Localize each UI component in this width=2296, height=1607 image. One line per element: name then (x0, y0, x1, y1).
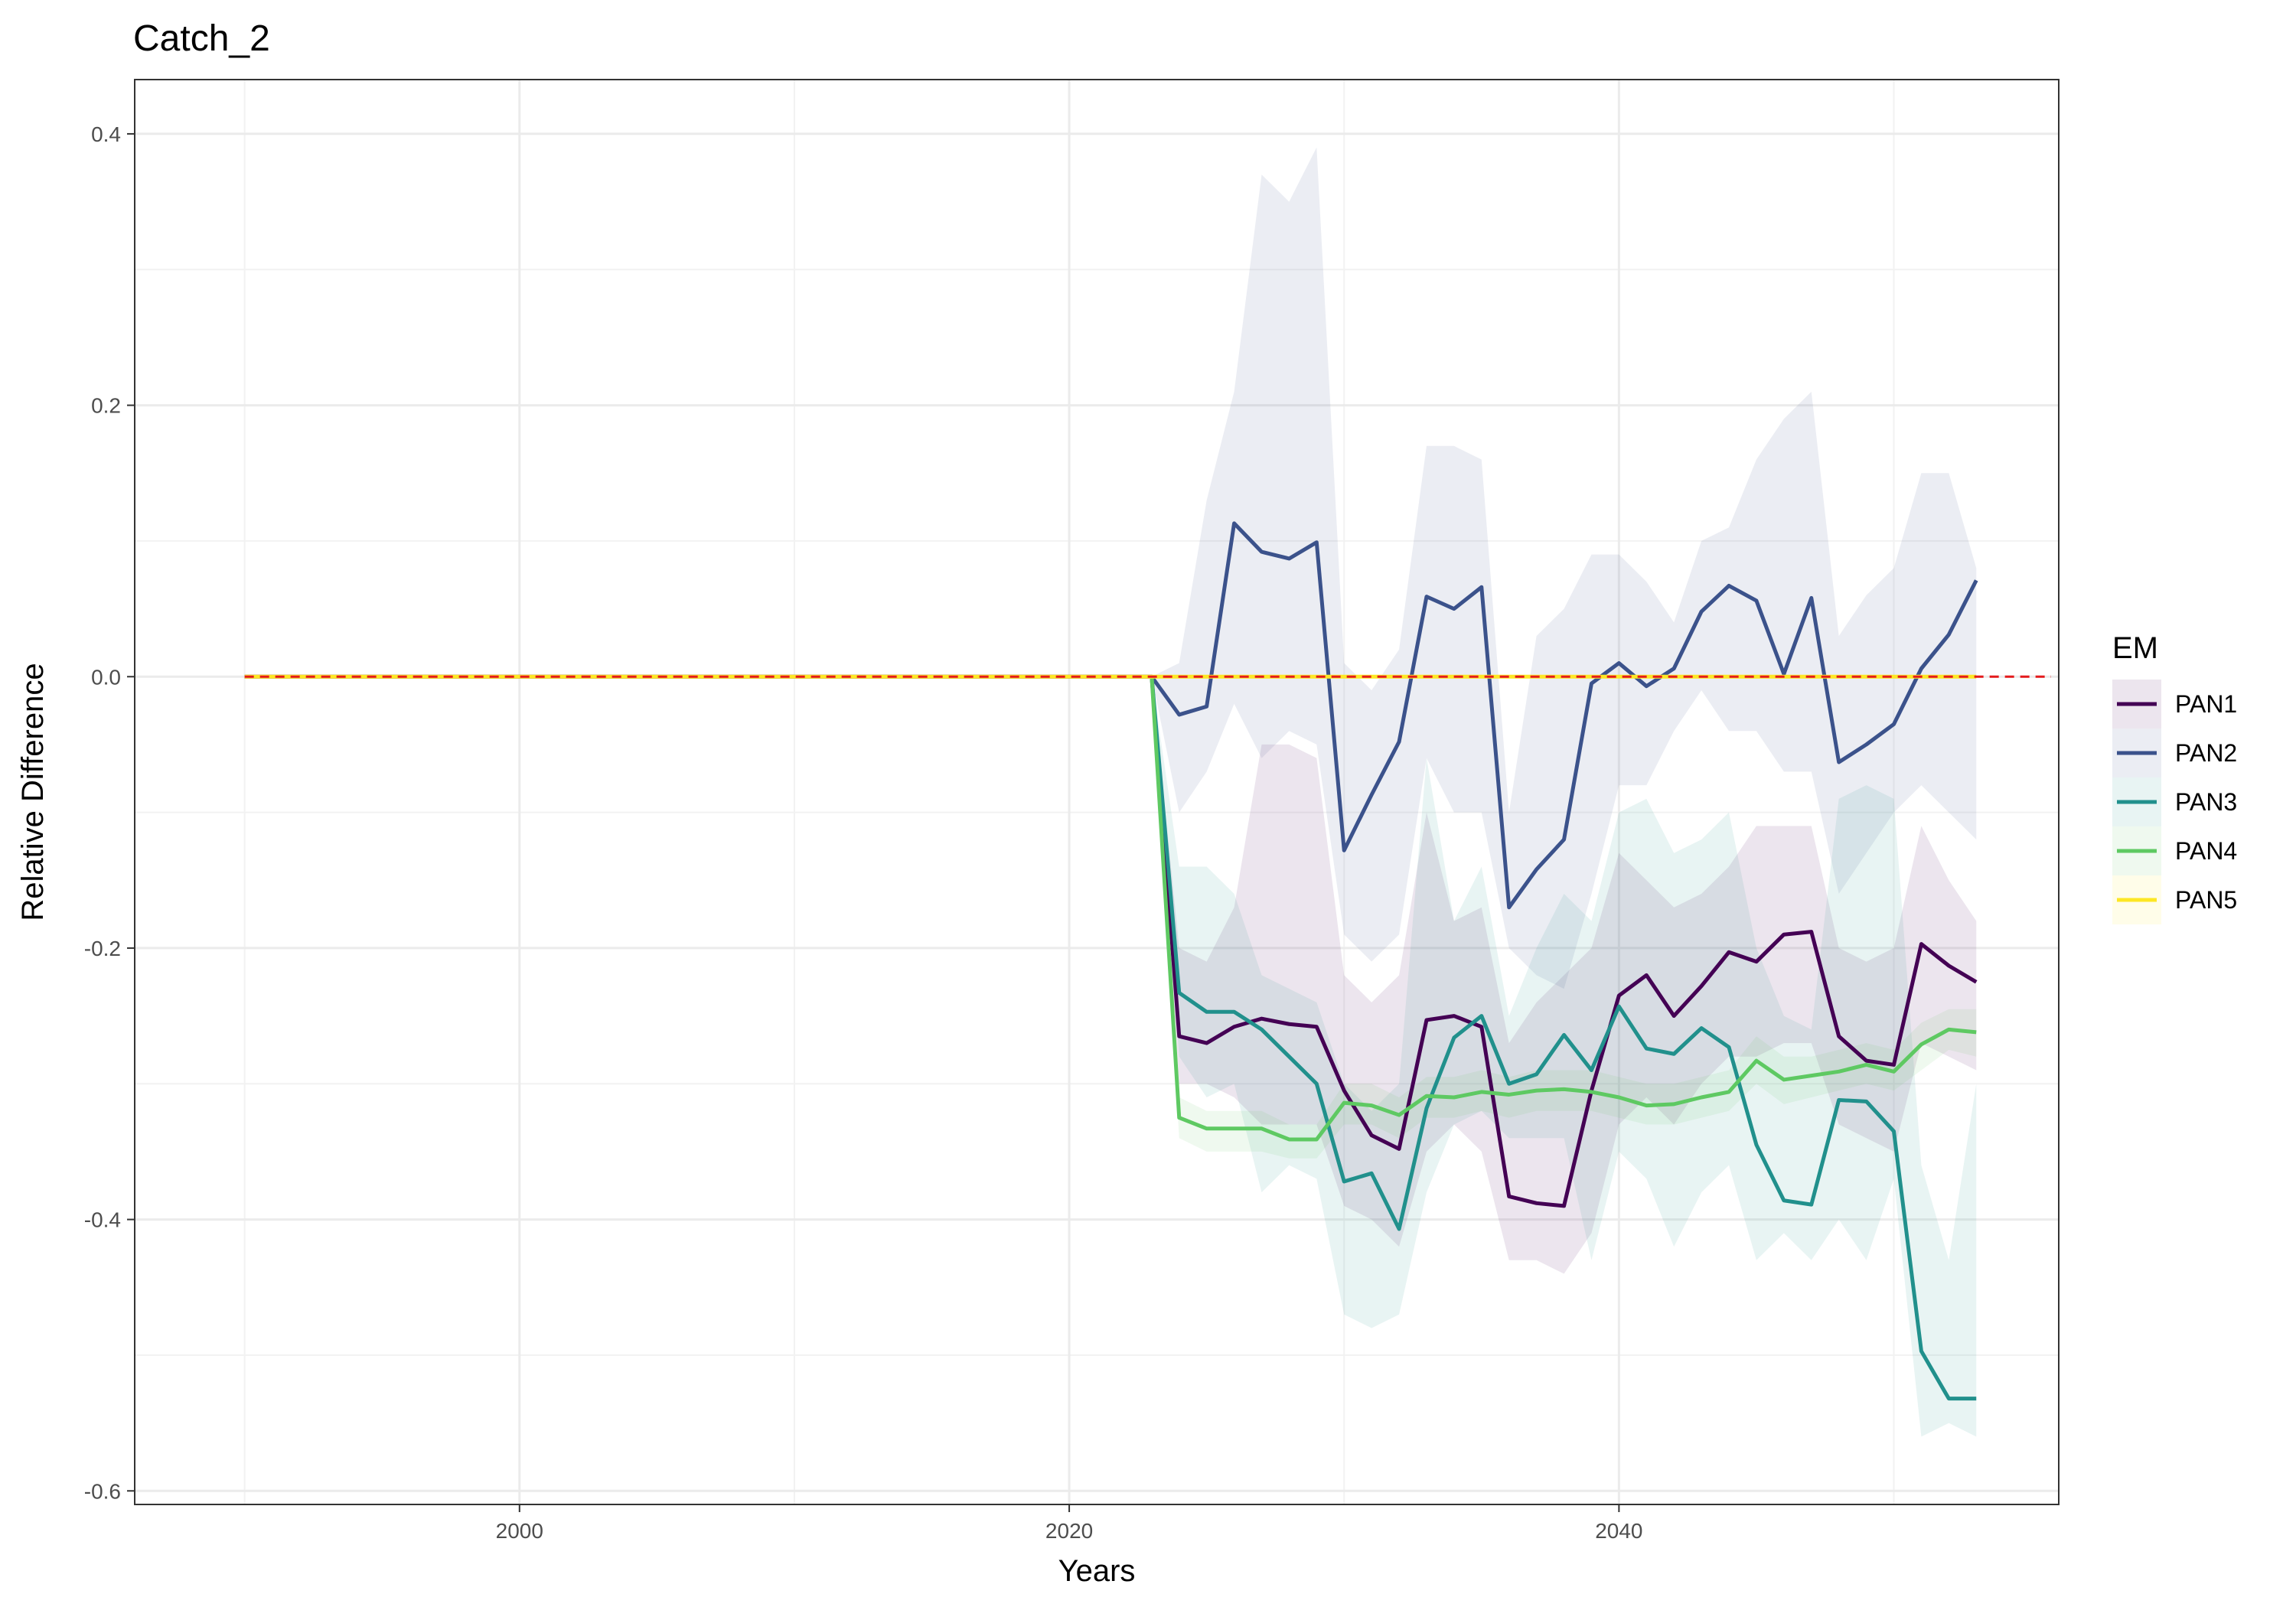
legend-label: PAN5 (2175, 886, 2237, 914)
legend-label: PAN2 (2175, 739, 2237, 767)
legend-label: PAN4 (2175, 837, 2237, 865)
series-lines (244, 521, 1978, 1401)
y-tick-label: -0.2 (84, 937, 121, 960)
line-pan3 (1150, 676, 1977, 1401)
band-pan1 (1151, 676, 1977, 1274)
legend: EM PAN1 PAN2 PAN3 PAN4 PAN5 (2112, 631, 2237, 924)
chart-title: Catch_2 (133, 18, 270, 59)
band-pan2 (1151, 147, 1977, 989)
legend-item-pan4: PAN4 (2112, 826, 2237, 875)
legend-label: PAN1 (2175, 690, 2237, 718)
y-tick-label: 0.4 (91, 122, 121, 146)
legend-label: PAN3 (2175, 788, 2237, 816)
legend-items: PAN1 PAN2 PAN3 PAN4 PAN5 (2112, 680, 2237, 924)
x-axis: 2000 2020 2040 (496, 1504, 1643, 1543)
y-tick-label: 0.0 (91, 665, 121, 689)
plot-panel-border (134, 79, 2060, 1505)
x-tick-label: 2040 (1595, 1519, 1642, 1543)
y-axis-title: Relative Difference (16, 663, 50, 921)
line-pan2 (1150, 521, 1978, 910)
y-tick-label: 0.2 (91, 394, 121, 418)
legend-title: EM (2112, 631, 2158, 665)
legend-item-pan5: PAN5 (2112, 875, 2237, 924)
band-pan3 (1151, 676, 1977, 1437)
line-pan1 (244, 674, 1978, 1208)
x-axis-title: Years (1058, 1554, 1136, 1588)
legend-item-pan1: PAN1 (2112, 680, 2237, 729)
legend-item-pan3: PAN3 (2112, 777, 2237, 826)
x-tick-label: 2020 (1045, 1519, 1093, 1543)
y-axis: 0.4 0.2 0.0 -0.2 -0.4 -0.6 (84, 122, 135, 1503)
y-tick-label: -0.4 (84, 1208, 121, 1232)
line-pan4 (1150, 676, 1977, 1142)
y-tick-label: -0.6 (84, 1479, 121, 1503)
confidence-bands (1151, 147, 1977, 1437)
legend-item-pan2: PAN2 (2112, 729, 2237, 777)
x-tick-label: 2000 (496, 1519, 543, 1543)
